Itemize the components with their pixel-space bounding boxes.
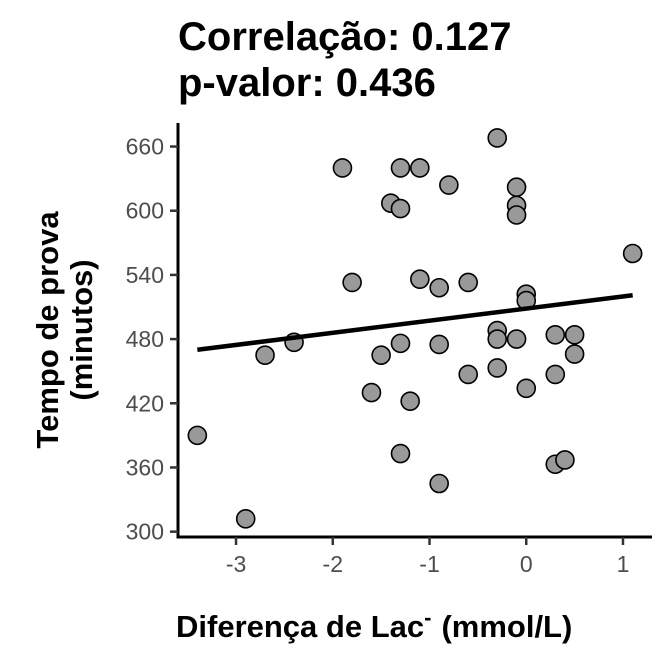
x-tick-label: -2 [323,551,343,577]
data-point [487,358,508,378]
data-point [555,450,575,470]
data-point [487,329,508,349]
x-axis-title-main: Diferença de Lac [176,609,424,644]
data-point [390,333,411,354]
data-point [516,378,537,399]
y-tick-label: 360 [126,454,164,480]
trend-line [197,293,633,353]
data-point [429,473,449,494]
data-point [342,272,362,293]
data-point [371,345,391,365]
plot-area: 300 360 420 480 540 600 660 -3 -2 -1 0 1 [126,123,652,577]
data-point [429,334,449,355]
x-tick-label: 0 [520,551,533,577]
data-point [400,391,420,411]
y-tick-label: 420 [126,390,164,416]
chart-title: Correlação: 0.127 p-valor: 0.436 [178,15,512,105]
data-point [439,175,459,195]
data-point [545,364,566,385]
data-point [390,443,411,464]
y-axis-title-line-1: Tempo de prova [30,211,65,449]
data-point [332,158,353,178]
y-tick-label: 300 [126,519,164,545]
x-axis-title-superscript: - [424,605,431,630]
data-point [187,425,208,446]
y-tick-label: 540 [126,262,164,288]
title-correlation: Correlação: 0.127 [178,15,512,59]
data-point [458,272,479,293]
data-point [506,329,527,349]
data-point [564,344,585,364]
data-point [235,509,256,529]
data-point [390,198,411,219]
title-p-value: p-valor: 0.436 [178,61,436,105]
data-point [545,325,566,345]
data-point [429,277,449,298]
x-tick-label: -3 [226,551,246,577]
x-tick-label: -1 [419,551,439,577]
data-point [622,243,643,264]
data-point [458,364,479,385]
data-point [506,205,527,225]
data-point [255,345,275,365]
x-axis-title-text: Diferença de Lac- (mmol/L) [176,605,572,644]
x-tick-label: 1 [617,551,630,577]
y-tick-label: 600 [126,198,164,224]
y-axis-title: Tempo de prova (minutos) [30,211,99,449]
y-tick-label: 480 [126,326,164,352]
data-point [506,177,527,197]
data-point [410,269,430,289]
y-tick-label: 660 [126,134,164,160]
data-point [361,382,382,403]
data-point [564,325,585,345]
x-axis-title: Diferença de Lac- (mmol/L) [176,605,572,644]
data-point [390,158,411,178]
data-point [410,158,430,178]
x-axis-title-unit: (mmol/L) [441,609,572,644]
data-point [487,128,508,148]
y-axis-title-line-2: (minutos) [64,259,99,400]
